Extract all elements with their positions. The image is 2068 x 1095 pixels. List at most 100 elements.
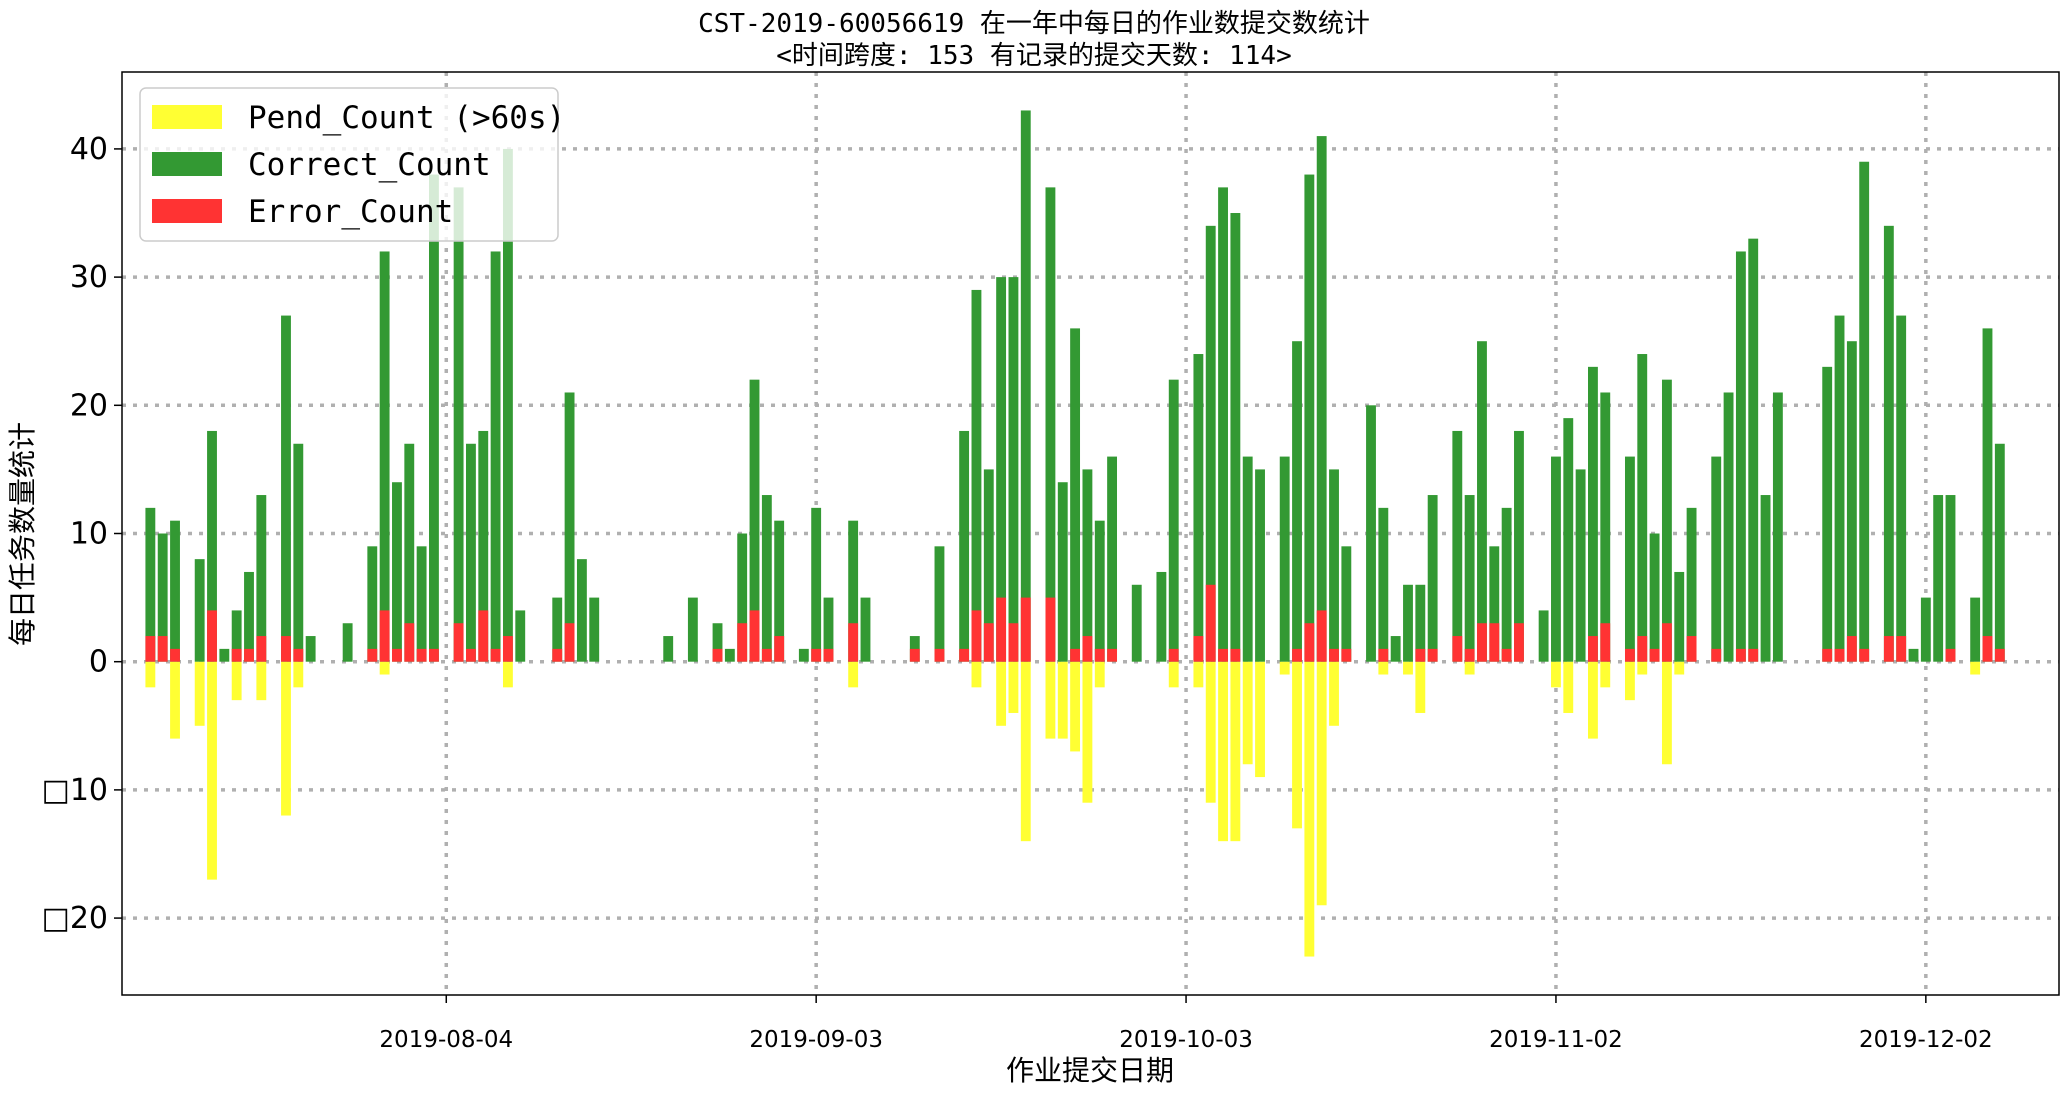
bar-correct: [145, 507, 156, 662]
bar-correct: [860, 597, 871, 662]
bar-error: [971, 610, 982, 662]
bar-correct: [1316, 136, 1327, 662]
bar-correct: [1908, 648, 1919, 662]
bar-error: [996, 597, 1007, 662]
bar-error: [1945, 648, 1956, 662]
bar-error: [429, 648, 439, 662]
bar-error: [1994, 648, 2005, 662]
bar-correct: [1341, 546, 1352, 662]
bar-pend: [207, 661, 217, 880]
bar-correct: [1920, 597, 1931, 662]
bar-pend: [1551, 661, 1561, 688]
bar-error: [823, 648, 834, 662]
bar-error: [1514, 623, 1524, 662]
bar-correct: [1772, 392, 1783, 662]
bar-correct: [1748, 238, 1759, 662]
x-tick-label: 2019-08-04: [379, 1027, 513, 1053]
x-axis-label: 作业提交日期: [1006, 1054, 1174, 1087]
bar-correct: [367, 546, 378, 662]
bar-correct: [478, 430, 489, 662]
bar-error: [909, 648, 920, 662]
bar-pend: [194, 661, 205, 726]
bar-error: [1846, 636, 1857, 662]
bar-correct: [1760, 495, 1771, 662]
bar-correct: [1538, 610, 1549, 662]
x-tick-label: 2019-09-03: [749, 1027, 883, 1053]
bar-correct: [983, 469, 994, 662]
bar-error: [1477, 623, 1487, 662]
bar-correct: [1686, 507, 1697, 662]
bar-error: [1982, 636, 1993, 662]
bar-correct: [1366, 405, 1376, 662]
bar-pend: [996, 661, 1007, 726]
bars-group: [145, 110, 2005, 957]
bar-error: [1896, 636, 1907, 662]
bar-correct: [1994, 443, 2005, 662]
bar-correct: [774, 520, 785, 662]
bar-pend: [1464, 661, 1475, 675]
bar-correct: [1094, 520, 1105, 662]
bar-error: [1452, 636, 1463, 662]
bar-correct: [1193, 354, 1204, 662]
bar-correct: [1008, 277, 1019, 662]
legend-swatch-error: [152, 199, 222, 223]
bar-correct: [1242, 456, 1253, 662]
bar-error: [1661, 623, 1672, 662]
bar-correct: [392, 482, 402, 662]
y-tick-label: 40: [70, 132, 108, 167]
legend: Pend_Count (>60s) Correct_Count Error_Co…: [139, 87, 565, 242]
chart-title: CST-2019-60056619 在一年中每日的作业数提交数统计: [698, 9, 1370, 39]
bar-correct: [1834, 315, 1845, 662]
bar-error: [1883, 636, 1894, 662]
bar-pend: [1403, 661, 1413, 675]
x-tick-label: 2019-11-02: [1489, 1027, 1623, 1053]
bar-correct: [1045, 187, 1056, 662]
bar-correct: [1563, 418, 1574, 662]
bar-correct: [1649, 533, 1660, 662]
bar-pend: [1255, 661, 1265, 778]
bar-correct: [404, 443, 415, 662]
bar-correct: [1501, 507, 1512, 662]
bar-correct: [293, 443, 304, 662]
bar-correct: [1131, 584, 1142, 662]
bar-pend: [1279, 661, 1290, 675]
bar-error: [761, 648, 772, 662]
bar-correct: [823, 597, 834, 662]
bar-correct: [749, 379, 760, 662]
bar-pend: [1230, 661, 1241, 842]
bar-correct: [1057, 482, 1068, 662]
bar-correct: [1822, 366, 1833, 662]
bar-error: [1107, 648, 1118, 662]
bar-correct: [712, 623, 723, 662]
bar-correct: [934, 546, 945, 662]
bar-correct: [1883, 225, 1894, 662]
bar-correct: [416, 546, 427, 662]
bar-correct: [453, 187, 464, 662]
bar-error: [1292, 648, 1302, 662]
bar-correct: [1279, 456, 1290, 662]
bar-correct: [244, 571, 254, 662]
legend-label-error: Error_Count: [248, 194, 453, 230]
bar-pend: [1008, 661, 1019, 713]
bar-pend: [281, 661, 291, 816]
bar-error: [231, 648, 242, 662]
bar-correct: [1464, 495, 1475, 662]
bar-error: [564, 623, 575, 662]
bar-correct: [1452, 430, 1463, 662]
bar-correct: [490, 251, 501, 662]
bar-correct: [465, 443, 476, 662]
bar-error: [712, 648, 723, 662]
chart-subtitle: <时间跨度: 153 有记录的提交天数: 114>: [776, 41, 1292, 71]
bar-error: [416, 648, 427, 662]
bar-correct: [379, 251, 390, 662]
bar-correct: [971, 289, 982, 662]
bar-correct: [1107, 456, 1118, 662]
bar-correct: [1329, 469, 1339, 662]
bar-error: [774, 636, 785, 662]
y-tick-label: 10: [70, 517, 108, 552]
bar-correct: [1600, 392, 1611, 662]
bar-error: [1711, 648, 1722, 662]
bar-correct: [1945, 495, 1956, 662]
bar-error: [1735, 648, 1746, 662]
bar-correct: [1156, 571, 1167, 662]
